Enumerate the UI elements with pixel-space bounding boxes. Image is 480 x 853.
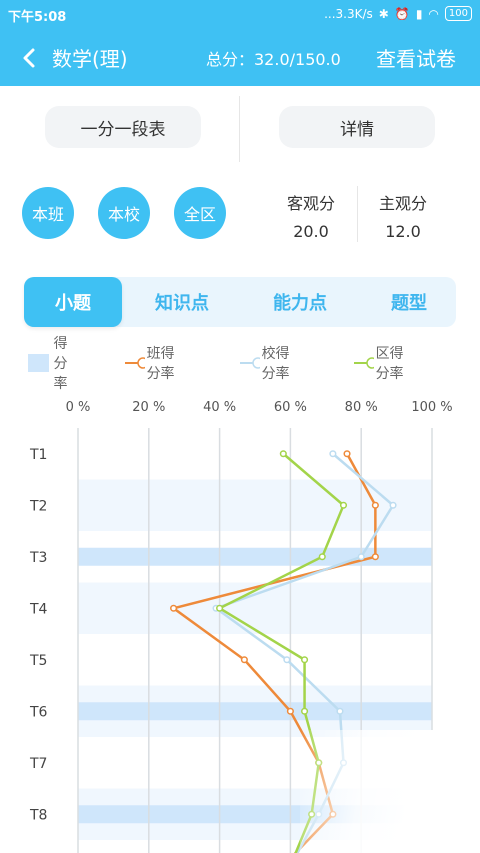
scope-school-button[interactable]: 本校 <box>98 187 150 239</box>
district-rate-point <box>216 604 224 612</box>
score-rate-bar <box>78 547 432 566</box>
status-time: 下午5:08 <box>8 10 67 25</box>
class-rate-point <box>240 656 248 664</box>
score-rate-chart: 0 % 20 % 40 % 60 % 80 % 100 % T1 T2 T3 T4 T5 T6 T7 T8… <box>29 400 453 853</box>
school-rate-point <box>389 501 397 509</box>
signal-icon: ▮ <box>415 6 423 21</box>
bluetooth-icon: ✱ <box>378 6 389 21</box>
category-label: T8 <box>29 807 47 823</box>
tab-ability-points[interactable]: 能力点 <box>273 293 327 314</box>
class-rate-point <box>170 604 178 612</box>
tab-question-types[interactable]: 题型 <box>391 293 427 314</box>
divider <box>357 186 358 242</box>
legend-class-rate: 班得分率 <box>125 346 177 382</box>
category-label: T5 <box>29 653 47 669</box>
class-rate-point <box>329 810 337 818</box>
school-rate-point <box>315 810 323 818</box>
school-rate-point <box>336 707 344 715</box>
category-label: T3 <box>29 550 47 566</box>
legend-class-rate-label: 班得分率 <box>146 346 175 382</box>
legend-school-rate: 校得分率 <box>240 346 292 382</box>
district-rate-point <box>279 450 287 458</box>
wifi-icon: ◠ <box>428 6 439 21</box>
class-rate-point <box>371 553 379 561</box>
objective-score: 客观分 20.0 <box>272 190 350 241</box>
category-label: T4 <box>29 601 48 617</box>
category-label: T2 <box>29 498 47 514</box>
battery-icon: 100 <box>444 6 472 21</box>
category-label: T1 <box>29 447 47 463</box>
app-bar: 数学(理) 总分：32.0/150.0 查看试卷 <box>0 30 480 86</box>
school-rate-point <box>339 759 348 767</box>
total-score: 总分：32.0/150.0 <box>206 50 341 69</box>
scope-class-button[interactable]: 本班 <box>22 187 74 239</box>
x-tick-label: 0 % <box>66 400 91 415</box>
subjective-value: 12.0 <box>385 222 421 241</box>
status-bar: 下午5:08 ...3.3K/s ✱ ⏰ ▮ ◠ 100 <box>0 0 480 30</box>
legend-district-rate-label: 区得分率 <box>375 346 404 382</box>
top-actions: 一分一段表 详情 <box>0 86 480 172</box>
divider <box>239 96 240 162</box>
details-button[interactable]: 详情 <box>279 106 435 148</box>
district-rate-point <box>339 501 348 509</box>
alarm-icon: ⏰ <box>394 6 410 21</box>
objective-value: 20.0 <box>293 222 329 241</box>
class-rate-point <box>371 501 379 509</box>
subjective-label: 主观分 <box>378 194 427 213</box>
legend-district-rate: 区得分率 <box>354 346 406 382</box>
school-rate-point <box>357 553 365 561</box>
network-speed: ...3.3K/s <box>324 6 373 21</box>
category-label: T6 <box>29 704 48 720</box>
view-paper-button[interactable]: 查看试卷 <box>376 47 456 71</box>
tab-knowledge-points[interactable]: 知识点 <box>155 293 209 314</box>
x-tick-label: 40 % <box>203 400 236 415</box>
score-rate-bar <box>78 805 432 824</box>
school-rate-point <box>329 450 337 458</box>
subjective-score: 主观分 12.0 <box>364 190 442 241</box>
status-icons: ...3.3K/s ✱ ⏰ ▮ ◠ 100 <box>324 6 472 21</box>
analysis-tabs: 小题 知识点 能力点 题型 <box>24 277 456 327</box>
objective-label: 客观分 <box>286 194 335 213</box>
legend-class-line-icon <box>125 357 145 369</box>
legend-district-line-icon <box>354 357 374 369</box>
district-rate-point <box>301 656 309 664</box>
scope-district-button[interactable]: 全区 <box>174 187 226 239</box>
district-rate-point <box>318 553 326 561</box>
x-tick-label: 20 % <box>132 400 165 415</box>
district-rate-point <box>301 707 309 715</box>
legend-score-rate: 得分率 <box>28 336 80 392</box>
x-tick-label: 100 % <box>411 400 452 415</box>
x-tick-label: 80 % <box>345 400 378 415</box>
tab-questions[interactable]: 小题 <box>24 277 122 327</box>
legend-school-rate-label: 校得分率 <box>261 346 290 382</box>
school-rate-point <box>283 656 291 664</box>
score-rate-bar <box>78 702 432 721</box>
subject-title: 数学(理) <box>52 47 128 71</box>
class-rate-point <box>286 707 294 715</box>
legend-school-line-icon <box>240 357 260 369</box>
category-label: T7 <box>29 756 47 772</box>
score-table-button[interactable]: 一分一段表 <box>45 106 201 148</box>
district-rate-point <box>315 759 323 767</box>
district-rate-point <box>308 810 316 818</box>
back-arrow-icon[interactable] <box>18 44 42 72</box>
legend-bar-swatch <box>28 354 50 372</box>
legend-score-rate-label: 得分率 <box>53 336 68 392</box>
class-rate-point <box>343 450 351 458</box>
x-tick-label: 60 % <box>274 400 307 415</box>
